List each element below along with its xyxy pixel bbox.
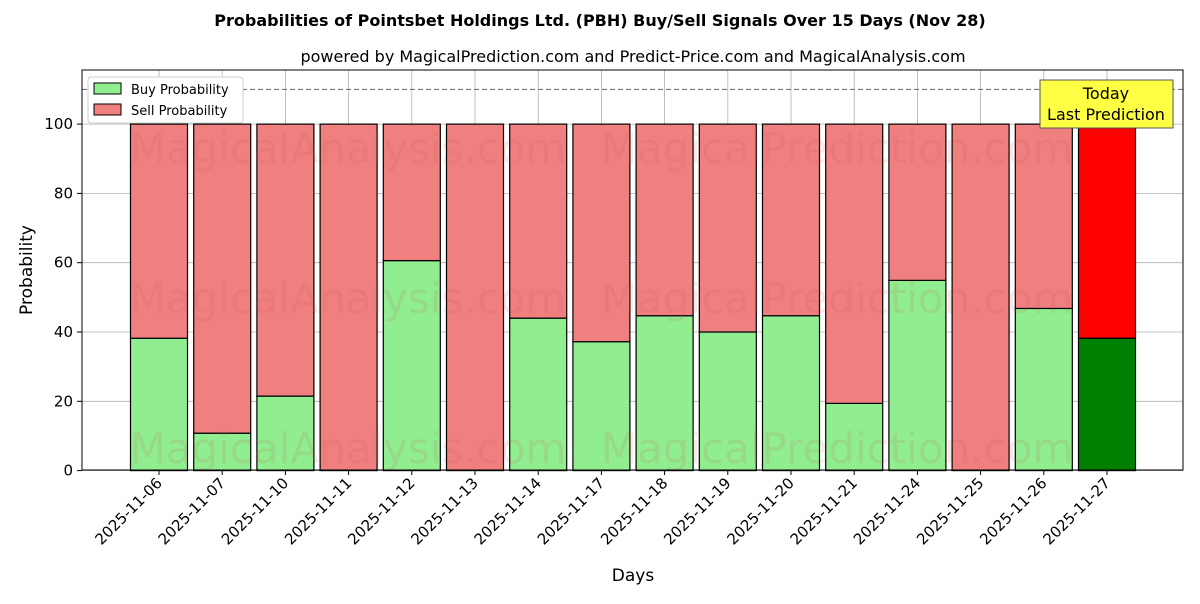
x-tick-label: 2025-11-25 bbox=[913, 474, 987, 548]
buy-bar bbox=[888, 279, 947, 472]
x-tick-label: 2025-11-27 bbox=[1039, 474, 1113, 548]
legend-label: Sell Probability bbox=[131, 104, 228, 119]
sell-bar bbox=[635, 123, 694, 317]
sell-bar bbox=[572, 123, 631, 343]
watermark: MagicalAnalysis.com bbox=[130, 274, 567, 323]
buy-bar bbox=[635, 315, 694, 472]
x-tick-label: 2025-11-24 bbox=[850, 474, 924, 548]
watermark: MagicalAnalysis.com bbox=[130, 124, 567, 173]
buy-bar bbox=[509, 317, 568, 472]
sell-bar bbox=[951, 123, 1010, 472]
x-tick-label: 2025-11-07 bbox=[155, 474, 229, 548]
watermark: MagicalPrediction.com bbox=[601, 124, 1074, 173]
sell-bar bbox=[319, 123, 378, 472]
buy-bar bbox=[572, 341, 631, 472]
annotation-line2: Last Prediction bbox=[1047, 105, 1165, 124]
watermark: MagicalAnalysis.com bbox=[130, 424, 567, 473]
sell-bar bbox=[825, 123, 884, 404]
x-tick-label: 2025-11-14 bbox=[471, 474, 545, 548]
y-tick-label: 100 bbox=[44, 115, 73, 133]
legend-swatch bbox=[93, 103, 122, 116]
sell-bar bbox=[445, 123, 505, 472]
x-tick-label: 2025-11-12 bbox=[344, 474, 418, 548]
y-tick-label: 20 bbox=[54, 392, 73, 410]
sell-bar bbox=[509, 123, 568, 319]
legend-label: Buy Probability bbox=[131, 83, 229, 98]
sell-bar bbox=[256, 123, 315, 397]
sell-bar bbox=[888, 123, 947, 281]
sell-bar bbox=[193, 123, 252, 434]
x-tick-label: 2025-11-19 bbox=[660, 474, 734, 548]
sell-bar bbox=[761, 123, 821, 317]
x-tick-label: 2025-11-21 bbox=[787, 474, 861, 548]
chart-title: Probabilities of Pointsbet Holdings Ltd.… bbox=[214, 11, 985, 30]
y-tick-label: 40 bbox=[54, 323, 73, 341]
watermark: MagicalPrediction.com bbox=[601, 274, 1074, 323]
today-annotation: Today Last Prediction bbox=[1039, 79, 1174, 129]
x-tick-label: 2025-11-20 bbox=[723, 474, 797, 548]
y-tick-label: 60 bbox=[54, 254, 73, 272]
y-tick-label: 80 bbox=[54, 184, 73, 202]
legend-swatch bbox=[93, 82, 122, 95]
y-tick-label: 0 bbox=[63, 462, 73, 480]
buy-bar bbox=[1077, 337, 1137, 472]
x-tick-label: 2025-11-06 bbox=[91, 474, 165, 548]
x-tick-label: 2025-11-13 bbox=[407, 474, 481, 548]
x-tick-label: 2025-11-10 bbox=[218, 474, 292, 548]
buy-bar bbox=[825, 402, 884, 472]
buy-bar bbox=[1014, 307, 1073, 472]
sell-bar bbox=[698, 123, 757, 333]
annotation-box bbox=[1039, 79, 1174, 129]
x-tick-label: 2025-11-11 bbox=[281, 474, 355, 548]
sell-bar bbox=[1077, 123, 1137, 339]
buy-bar bbox=[698, 331, 757, 472]
buy-bar bbox=[761, 315, 821, 472]
plot-frame bbox=[81, 69, 1184, 471]
sell-bar bbox=[129, 123, 189, 339]
x-tick-label: 2025-11-17 bbox=[534, 474, 608, 548]
annotation-line1: Today bbox=[1082, 84, 1129, 103]
chart-subtitle: powered by MagicalPrediction.com and Pre… bbox=[300, 47, 965, 66]
x-tick-label: 2025-11-26 bbox=[976, 474, 1050, 548]
legend-box bbox=[87, 76, 244, 124]
legend: Buy Probability Sell Probability bbox=[87, 76, 244, 124]
sell-bar bbox=[382, 123, 441, 262]
watermark: MagicalPrediction.com bbox=[601, 424, 1074, 473]
x-tick-label: 2025-11-18 bbox=[597, 474, 671, 548]
buy-bar bbox=[256, 395, 315, 472]
x-axis-label: Days bbox=[612, 566, 655, 586]
y-axis-label: Probability bbox=[17, 225, 37, 315]
